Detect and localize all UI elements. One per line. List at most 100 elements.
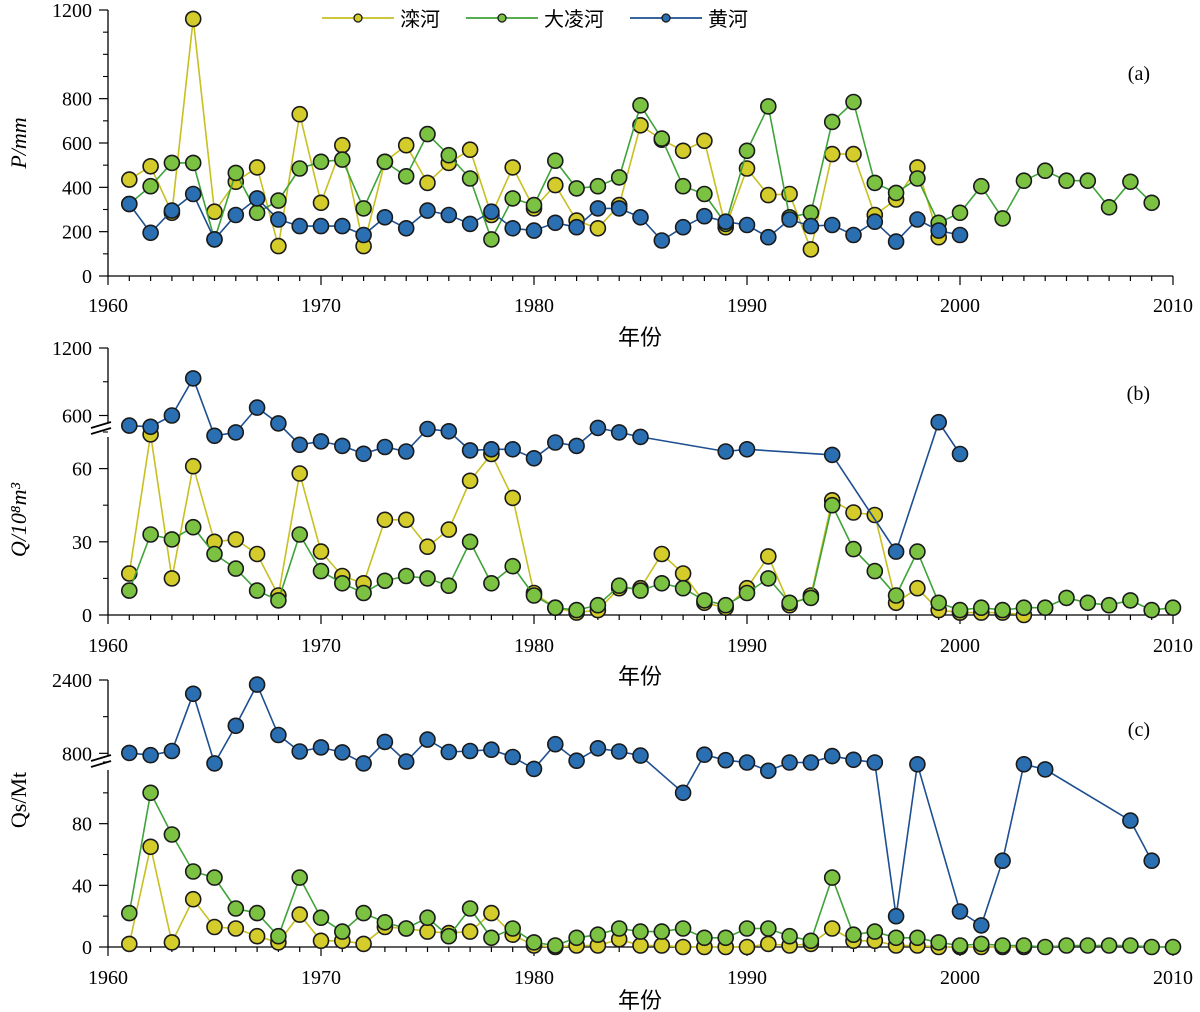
data-point-huang [568,752,585,770]
data-point-luan [312,543,330,560]
panel-c: 1960 1970 1980 1990 2000 2010 年份 0 40 80 800 2400 Qs… [6,670,1193,1012]
data-point-daling [333,923,351,940]
data-point-luan [312,194,330,212]
data-point-huang [887,233,905,250]
data-point-luan [632,937,649,954]
x-tick-label: 1960 [88,635,128,657]
data-point-huang [610,424,628,441]
data-point-luan [461,472,479,490]
data-point-daling [589,177,607,195]
data-point-daling [1100,596,1118,614]
data-point-daling [653,923,671,940]
data-point-luan [333,136,351,154]
data-point-huang [525,449,543,467]
data-point-daling [525,196,543,214]
data-point-luan [163,570,181,587]
data-point-daling [759,920,777,937]
data-point-daling [504,557,522,575]
data-point-huang [909,211,926,228]
data-point-huang [312,433,330,450]
x-tick-label: 1980 [514,295,554,317]
data-point-daling [184,863,202,880]
data-point-huang [632,209,649,226]
data-point-huang [419,731,436,748]
legend-item-daling: 大凌河 [466,7,604,31]
x-tick-label: 1990 [727,967,767,989]
data-point-daling [994,937,1011,954]
x-tick-label: 1980 [514,967,554,989]
data-point-daling [291,869,309,886]
legend-label: 滦河 [400,7,440,31]
data-point-luan [823,920,841,937]
data-point-huang [802,217,820,235]
data-point-luan [291,105,309,123]
data-point-daling [1122,173,1139,191]
y-tick-label: 60 [72,459,92,481]
data-point-daling [440,577,458,595]
data-point-daling [589,596,607,614]
data-point-daling [504,920,522,937]
data-point-huang [142,418,159,436]
data-point-luan [589,220,607,237]
data-point-huang [738,440,756,458]
data-point-huang [142,746,159,764]
data-point-huang [440,743,458,761]
data-point-daling [461,533,479,551]
data-point-luan [419,538,436,556]
data-point-daling [887,929,905,947]
data-point-luan [696,132,713,150]
data-point-daling [397,168,415,185]
data-point-huang [972,917,990,934]
data-point-huang [312,739,330,756]
data-point-luan [759,548,777,565]
data-point-daling [546,599,564,617]
data-point-huang [248,190,266,207]
data-point-huang [717,443,735,460]
data-point-luan [738,938,756,956]
data-point-huang [419,420,436,438]
data-point-daling [1058,937,1075,954]
data-point-daling [696,929,713,947]
x-tick-label: 1980 [514,635,554,657]
data-point-huang [845,226,862,244]
data-point-luan [759,935,777,953]
data-point-huang [355,445,372,463]
data-point-luan [142,838,159,856]
data-point-huang [951,445,969,463]
data-point-daling [546,152,564,169]
data-point-luan [376,511,394,529]
data-point-daling [1122,937,1139,954]
x-tick-label: 1960 [88,967,128,989]
data-point-daling [866,174,884,192]
y-tick-label: 0 [82,266,92,288]
data-point-daling [1079,172,1097,189]
data-point-luan [504,489,522,507]
data-point-huang [248,399,266,416]
data-point-daling [355,200,372,217]
data-point-daling [1100,937,1118,954]
data-point-luan [121,935,138,953]
data-point-daling [568,180,585,197]
data-point-daling [142,177,159,195]
data-point-huang [525,222,543,239]
data-point-huang [504,220,522,237]
data-point-daling [951,937,969,954]
data-point-daling [1079,937,1097,954]
data-point-huang [653,232,671,249]
data-point-huang [994,852,1011,870]
data-point-luan [291,906,309,923]
data-point-huang [1143,852,1160,870]
data-point-huang [440,422,458,440]
data-point-huang [568,218,585,236]
data-point-daling [333,151,351,168]
data-point-huang [1015,755,1033,773]
data-point-huang [440,206,458,224]
data-point-luan [461,141,479,158]
data-point-huang [163,407,181,424]
data-point-huang [206,755,223,772]
data-point-daling [845,540,862,558]
data-point-daling [845,926,862,944]
data-point-luan [419,174,436,192]
data-point-huang [270,211,287,228]
y-tick-label: 200 [62,222,92,244]
